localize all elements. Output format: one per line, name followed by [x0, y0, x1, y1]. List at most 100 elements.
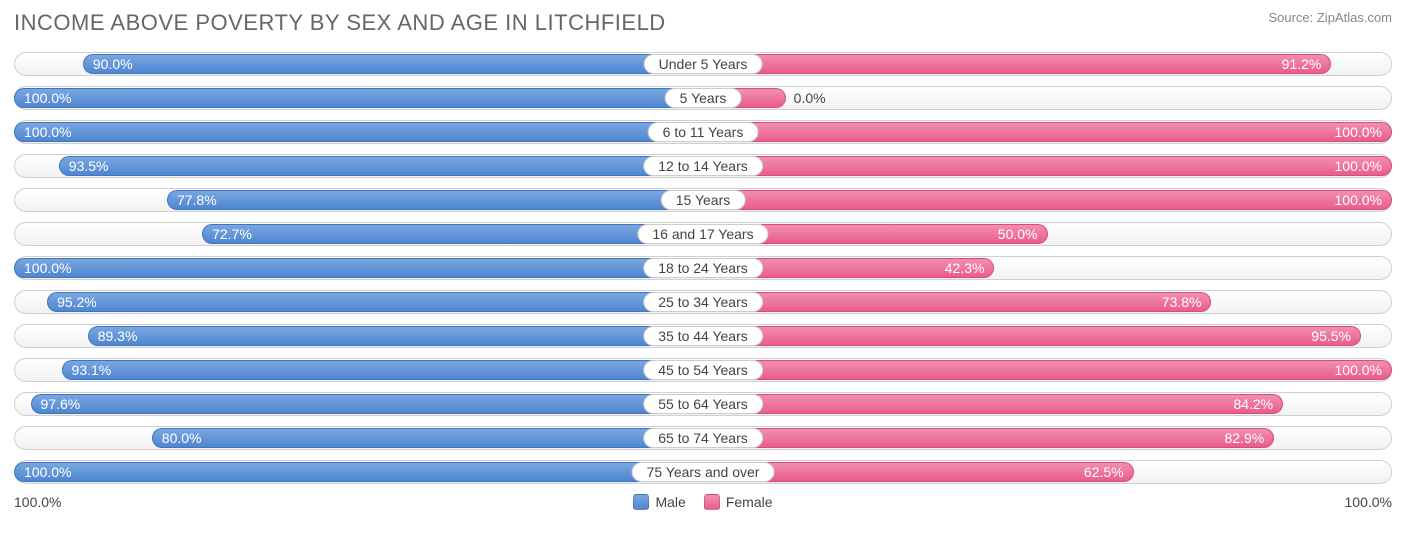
female-value-label: 95.5%: [1311, 328, 1351, 344]
female-bar: [703, 326, 1361, 346]
male-half: 93.1%: [14, 358, 703, 382]
female-half: 42.3%: [703, 256, 1392, 280]
male-bar: [167, 190, 703, 210]
male-value-label: 95.2%: [57, 294, 97, 310]
male-half: 93.5%: [14, 154, 703, 178]
male-bar: [47, 292, 703, 312]
male-value-label: 100.0%: [24, 464, 71, 480]
category-label: 25 to 34 Years: [643, 292, 763, 312]
female-half: 100.0%: [703, 188, 1392, 212]
female-value-label: 0.0%: [794, 90, 826, 106]
male-half: 90.0%: [14, 52, 703, 76]
category-label: 15 Years: [661, 190, 746, 210]
female-half: 100.0%: [703, 358, 1392, 382]
male-half: 89.3%: [14, 324, 703, 348]
female-half: 100.0%: [703, 120, 1392, 144]
chart-row: 93.1% 100.0% 45 to 54 Years: [14, 358, 1392, 382]
male-bar: [14, 122, 703, 142]
male-value-label: 72.7%: [212, 226, 252, 242]
category-label: 18 to 24 Years: [643, 258, 763, 278]
male-bar: [14, 462, 703, 482]
female-bar: [703, 54, 1331, 74]
chart-row: 100.0% 0.0% 5 Years: [14, 86, 1392, 110]
chart-row: 100.0% 42.3% 18 to 24 Years: [14, 256, 1392, 280]
male-bar: [62, 360, 703, 380]
female-value-label: 84.2%: [1233, 396, 1273, 412]
male-value-label: 80.0%: [162, 430, 202, 446]
category-label: 55 to 64 Years: [643, 394, 763, 414]
female-bar: [703, 122, 1392, 142]
chart-header: INCOME ABOVE POVERTY BY SEX AND AGE IN L…: [14, 10, 1392, 36]
chart-source: Source: ZipAtlas.com: [1268, 10, 1392, 25]
female-bar: [703, 190, 1392, 210]
male-bar: [202, 224, 703, 244]
category-label: 75 Years and over: [632, 462, 775, 482]
category-label: Under 5 Years: [644, 54, 763, 74]
male-bar: [31, 394, 703, 414]
male-half: 77.8%: [14, 188, 703, 212]
female-half: 62.5%: [703, 460, 1392, 484]
male-half: 100.0%: [14, 120, 703, 144]
male-value-label: 89.3%: [98, 328, 138, 344]
male-bar: [59, 156, 703, 176]
male-value-label: 100.0%: [24, 124, 71, 140]
chart-area: 90.0% 91.2% Under 5 Years 100.0% 0.0% 5 Years…: [14, 52, 1392, 484]
male-half: 97.6%: [14, 392, 703, 416]
male-half: 95.2%: [14, 290, 703, 314]
female-value-label: 91.2%: [1282, 56, 1322, 72]
chart-row: 95.2% 73.8%25 to 34 Years: [14, 290, 1392, 314]
chart-row: 90.0% 91.2% Under 5 Years: [14, 52, 1392, 76]
category-label: 65 to 74 Years: [643, 428, 763, 448]
female-value-label: 42.3%: [945, 260, 985, 276]
male-bar: [83, 54, 703, 74]
male-half: 100.0%: [14, 460, 703, 484]
female-value-label: 62.5%: [1084, 464, 1124, 480]
female-half: 73.8%: [703, 290, 1392, 314]
chart-row: 77.8% 100.0% 15 Years: [14, 188, 1392, 212]
category-label: 45 to 54 Years: [643, 360, 763, 380]
chart-row: 93.5% 100.0% 12 to 14 Years: [14, 154, 1392, 178]
male-half: 80.0%: [14, 426, 703, 450]
male-half: 100.0%: [14, 256, 703, 280]
female-value-label: 100.0%: [1335, 362, 1382, 378]
male-bar: [88, 326, 703, 346]
female-bar: [703, 156, 1392, 176]
chart-row: 72.7% 50.0%16 and 17 Years: [14, 222, 1392, 246]
swatch-female-icon: [704, 494, 720, 510]
category-label: 16 and 17 Years: [637, 224, 768, 244]
legend-female-label: Female: [726, 494, 773, 510]
female-bar: [703, 394, 1283, 414]
female-value-label: 100.0%: [1335, 158, 1382, 174]
female-half: 0.0%: [703, 86, 1392, 110]
chart-row: 89.3% 95.5% 35 to 44 Years: [14, 324, 1392, 348]
category-label: 6 to 11 Years: [648, 122, 759, 142]
swatch-male-icon: [633, 494, 649, 510]
axis-right-label: 100.0%: [1345, 494, 1392, 510]
male-value-label: 97.6%: [41, 396, 81, 412]
chart-row: 80.0% 82.9% 65 to 74 Years: [14, 426, 1392, 450]
chart-title: INCOME ABOVE POVERTY BY SEX AND AGE IN L…: [14, 10, 666, 36]
male-value-label: 90.0%: [93, 56, 133, 72]
male-value-label: 77.8%: [177, 192, 217, 208]
chart-footer: 100.0% Male Female 100.0%: [14, 494, 1392, 510]
legend-female: Female: [704, 494, 773, 510]
category-label: 12 to 14 Years: [643, 156, 763, 176]
female-value-label: 82.9%: [1224, 430, 1264, 446]
chart-row: 100.0%100.0%6 to 11 Years: [14, 120, 1392, 144]
chart-row: 100.0% 62.5% 75 Years and over: [14, 460, 1392, 484]
female-half: 95.5%: [703, 324, 1392, 348]
male-bar: [14, 258, 703, 278]
female-half: 50.0%: [703, 222, 1392, 246]
legend: Male Female: [633, 494, 772, 510]
chart-row: 97.6% 84.2% 55 to 64 Years: [14, 392, 1392, 416]
legend-male: Male: [633, 494, 685, 510]
female-bar: [703, 360, 1392, 380]
category-label: 5 Years: [665, 88, 742, 108]
female-value-label: 100.0%: [1335, 192, 1382, 208]
male-value-label: 100.0%: [24, 90, 71, 106]
axis-left-label: 100.0%: [14, 494, 61, 510]
male-half: 72.7%: [14, 222, 703, 246]
male-value-label: 93.1%: [72, 362, 112, 378]
male-value-label: 93.5%: [69, 158, 109, 174]
category-label: 35 to 44 Years: [643, 326, 763, 346]
